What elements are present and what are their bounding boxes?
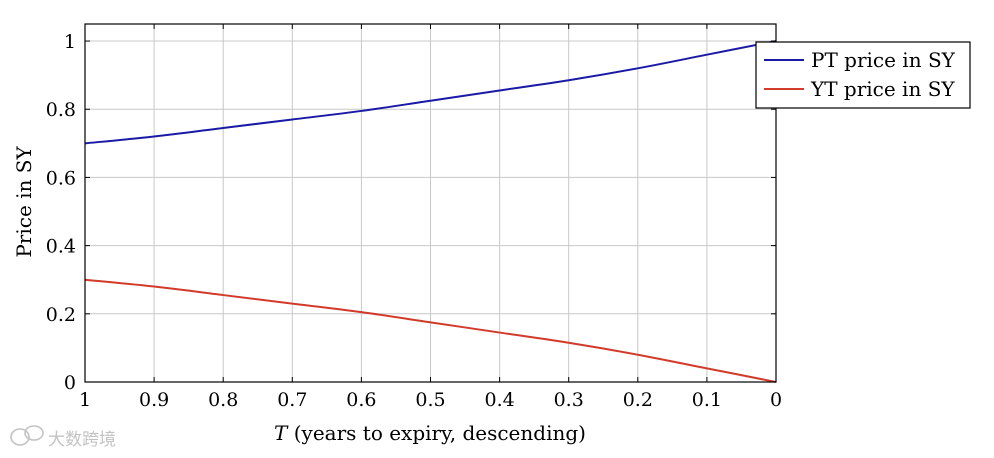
x-tick-label: 0.3 [554, 389, 584, 411]
x-axis-title-text: (years to expiry, descending) [287, 421, 586, 445]
x-tick-label: 0.8 [208, 389, 238, 411]
y-axis-title: Price in SY [12, 146, 36, 258]
y-tick-label: 0.8 [46, 99, 76, 121]
x-tick-label: 0.2 [623, 389, 653, 411]
y-tick-label: 1 [64, 31, 76, 53]
x-axis-title: T (years to expiry, descending) [274, 421, 586, 445]
x-tick-label: 0.6 [346, 389, 376, 411]
chat-bubbles-icon [10, 425, 44, 446]
series-layer [84, 40, 777, 383]
x-tick-label: 0 [770, 389, 782, 411]
legend-box [755, 41, 971, 109]
x-tick-label: 0.9 [139, 389, 169, 411]
watermark: 大数跨境 [10, 425, 116, 450]
legend-label-yt: YT price in SY [810, 77, 955, 101]
legend-label-pt: PT price in SY [811, 48, 956, 72]
series-line-yt [84, 278, 777, 383]
series-line-pt [84, 40, 777, 145]
y-tick-label: 0.2 [46, 304, 76, 326]
x-axis-title-variable: T [274, 421, 289, 445]
y-tick-label: 0.4 [46, 236, 76, 258]
x-tick-label: 0.7 [277, 389, 307, 411]
x-tick-label: 0.5 [415, 389, 445, 411]
tick-marks [84, 24, 777, 383]
x-tick-label: 0.4 [484, 389, 514, 411]
y-tick-labels: 0 0.2 0.4 0.6 0.8 1 [46, 31, 76, 394]
x-tick-label: 0.1 [692, 389, 722, 411]
watermark-text: 大数跨境 [48, 430, 116, 450]
x-tick-labels: 1 0.9 0.8 0.7 0.6 0.5 0.4 0.3 0.2 0.1 0 [79, 389, 782, 411]
x-tick-label: 1 [79, 389, 91, 411]
y-tick-label: 0.6 [46, 167, 76, 189]
grid [84, 24, 777, 383]
legend: PT price in SY YT price in SY [755, 41, 971, 109]
y-tick-label: 0 [64, 372, 76, 394]
